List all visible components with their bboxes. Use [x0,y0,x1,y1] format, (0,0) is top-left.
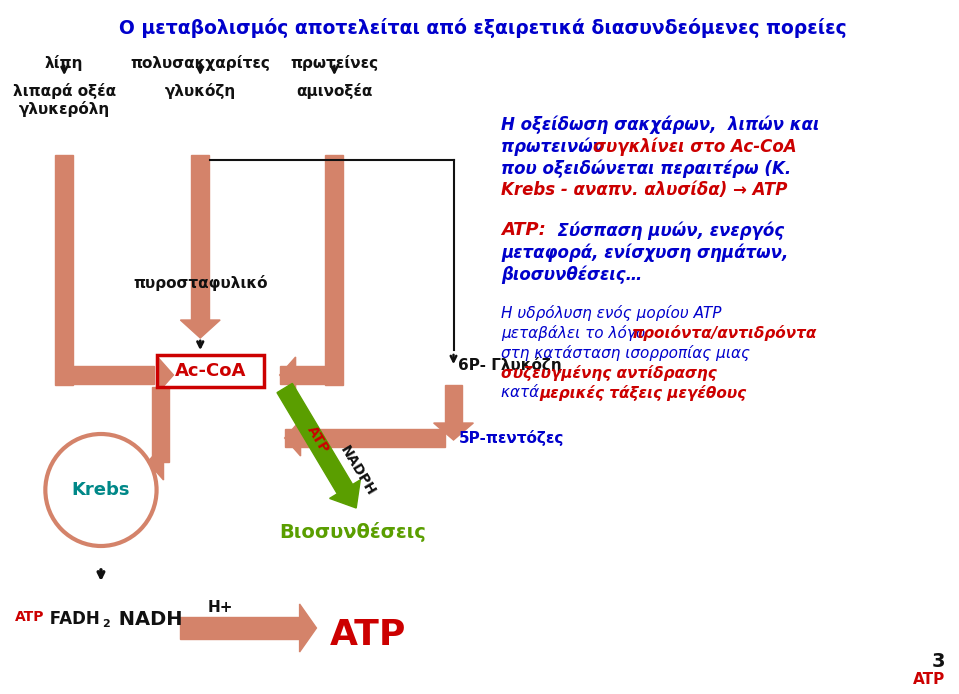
Text: ATP:: ATP: [502,221,546,239]
Bar [156,355,264,387]
Text: γλυκόζη: γλυκόζη [165,83,236,99]
Text: Η οξείδωση σακχάρων,  λιπών και: Η οξείδωση σακχάρων, λιπών και [502,115,820,133]
Text: στη κατάσταση ισορροπίας μιας: στη κατάσταση ισορροπίας μιας [502,345,750,361]
Bar [325,155,343,385]
Text: Η υδρόλυση ενός μορίου ATP: Η υδρόλυση ενός μορίου ATP [502,305,722,321]
Text: λιπαρά οξέα: λιπαρά οξέα [12,83,116,99]
Text: 2: 2 [102,619,109,629]
Text: που οξειδώνεται περαιτέρω (K.: που οξειδώνεται περαιτέρω (K. [502,159,791,178]
Polygon shape [157,357,174,393]
Text: Βιοσυνθέσεις: Βιοσυνθέσεις [279,522,426,542]
Text: Ο μεταβολισμός αποτελείται από εξαιρετικά διασυνδεόμενες πορείες: Ο μεταβολισμός αποτελείται από εξαιρετικ… [120,18,847,38]
Text: Krebs - αναπν. αλυσίδα) → ATP: Krebs - αναπν. αλυσίδα) → ATP [502,181,787,199]
Polygon shape [148,444,164,480]
Bar [56,155,73,385]
Polygon shape [180,320,221,338]
Bar [152,387,170,462]
Text: 5P-πεντόζες: 5P-πεντόζες [458,430,564,446]
Text: λίπη: λίπη [45,55,83,71]
Text: μεταφορά, ενίσχυση σημάτων,: μεταφορά, ενίσχυση σημάτων, [502,243,788,262]
Text: προιόντα/αντιδρόντα: προιόντα/αντιδρόντα [632,325,818,341]
Polygon shape [433,423,474,440]
Text: 3: 3 [931,652,946,671]
Text: NADPH: NADPH [338,443,378,498]
Bar [285,429,445,447]
Text: ATP: ATP [14,610,44,624]
Bar [152,453,160,471]
Text: βιοσυνθέσεις…: βιοσυνθέσεις… [502,265,643,284]
Text: Krebs: Krebs [72,481,130,499]
Text: πρωτείνες: πρωτείνες [291,55,379,71]
FancyArrow shape [277,383,361,508]
Polygon shape [285,420,300,456]
Text: κατά: κατά [502,385,544,400]
Text: πολυσακχαρίτες: πολυσακχαρίτες [130,55,270,71]
Text: συζευγμένης αντίδρασης: συζευγμένης αντίδρασης [502,365,717,381]
Text: μερικές τάξεις μεγέθους: μερικές τάξεις μεγέθους [539,385,746,401]
Text: πρωτεινών: πρωτεινών [502,137,610,155]
Bar [180,617,299,639]
Text: FADH: FADH [44,610,100,628]
Text: Σύσπαση μυών, ενεργός: Σύσπαση μυών, ενεργός [546,221,784,239]
Bar [73,366,153,384]
Text: NADH: NADH [112,610,182,629]
Text: Ac-CoA: Ac-CoA [175,362,246,380]
Text: H+: H+ [207,600,233,615]
Bar [280,366,325,384]
Polygon shape [280,357,295,393]
Text: πυροσταφυλικό: πυροσταφυλικό [133,275,268,291]
Text: 6P- Γλυκόζη: 6P- Γλυκόζη [458,357,562,373]
Text: ATP: ATP [305,423,332,456]
Bar [445,385,462,423]
Text: συγκλίνει στο Ac-CoA: συγκλίνει στο Ac-CoA [593,137,796,155]
Text: αμινοξέα: αμινοξέα [296,83,372,99]
Text: γλυκερόλη: γλυκερόλη [18,101,110,117]
Polygon shape [299,604,316,652]
Bar [192,155,209,320]
Text: μεταβάλει το λόγο: μεταβάλει το λόγο [502,325,650,341]
Text: ATP: ATP [329,618,406,652]
Text: ATP: ATP [913,672,946,687]
